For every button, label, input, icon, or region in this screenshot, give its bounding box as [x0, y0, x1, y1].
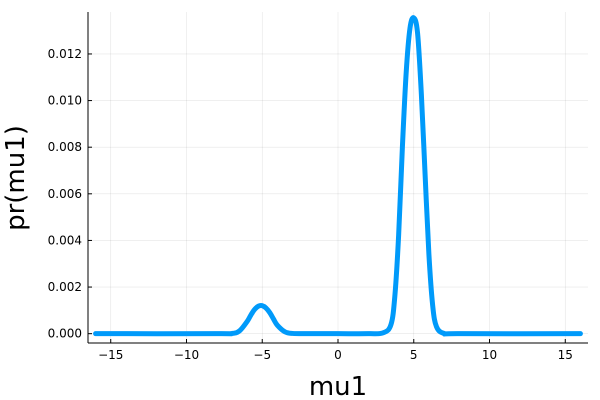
grid: [88, 12, 588, 343]
y-tick-label: 0.000: [48, 327, 82, 341]
x-tick-label: −5: [253, 348, 271, 362]
x-tick-label: 5: [410, 348, 418, 362]
y-tick-label: 0.012: [48, 47, 82, 61]
y-tick-label: 0.008: [48, 140, 82, 154]
x-ticks: −15 −10 −5 0 5 10 15: [98, 339, 573, 362]
series-group: [93, 15, 583, 337]
x-axis-title: mu1: [309, 372, 367, 400]
x-tick-label: 10: [482, 348, 497, 362]
y-tick-label: 0.006: [48, 187, 82, 201]
y-axis-title: pr(mu1): [1, 125, 31, 231]
y-tick-label: 0.002: [48, 280, 82, 294]
y-ticks: 0.000 0.002 0.004 0.006 0.008 0.010 0.012: [48, 47, 92, 341]
x-tick-label: 15: [558, 348, 573, 362]
density-line: [93, 15, 583, 337]
y-tick-label: 0.010: [48, 94, 82, 108]
x-tick-label: −10: [174, 348, 199, 362]
y-tick-label: 0.004: [48, 233, 82, 247]
x-tick-label: 0: [334, 348, 342, 362]
x-tick-label: −15: [98, 348, 123, 362]
